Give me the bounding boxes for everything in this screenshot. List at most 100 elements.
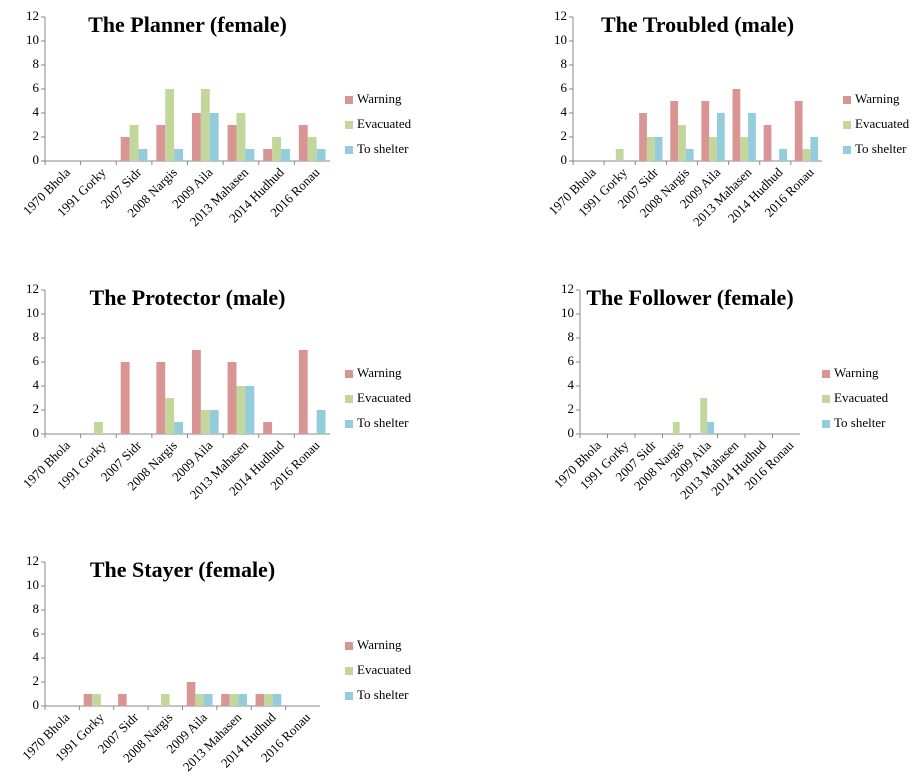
bar — [615, 149, 624, 161]
chart-title: The Follower (female) — [586, 285, 793, 310]
legend-swatch — [843, 121, 851, 129]
y-tick-label: 0 — [568, 425, 575, 440]
legend-label: Evacuated — [834, 390, 889, 405]
bar — [174, 149, 184, 161]
bar — [129, 125, 139, 161]
y-tick-label: 8 — [561, 56, 568, 71]
y-tick-label: 2 — [561, 128, 568, 143]
legend-swatch — [843, 96, 851, 104]
bar — [639, 113, 647, 161]
legend-swatch — [345, 395, 353, 403]
legend-label: To shelter — [855, 141, 907, 156]
legend-swatch — [345, 121, 353, 129]
y-tick-label: 0 — [33, 425, 40, 440]
bar — [161, 694, 170, 706]
y-tick-label: 10 — [26, 305, 39, 320]
legend-label: Warning — [357, 91, 402, 106]
legend-label: To shelter — [357, 141, 409, 156]
bar — [732, 89, 741, 161]
bar — [709, 137, 717, 161]
bar — [200, 89, 210, 161]
bar — [227, 362, 237, 434]
bar — [701, 101, 710, 161]
bar — [700, 398, 708, 434]
bar — [227, 125, 237, 161]
bar — [316, 149, 326, 161]
bar — [255, 694, 265, 706]
bar — [794, 101, 803, 161]
legend-swatch — [345, 692, 353, 700]
y-tick-label: 10 — [561, 305, 574, 320]
legend-swatch — [843, 146, 851, 154]
bar — [92, 694, 101, 706]
bar — [236, 386, 246, 434]
bar — [245, 386, 255, 434]
y-tick-label: 0 — [33, 152, 40, 167]
bar — [670, 101, 679, 161]
chart-title: The Stayer (female) — [90, 557, 275, 582]
bar — [120, 137, 130, 161]
legend-label: To shelter — [357, 415, 409, 430]
bar — [763, 125, 772, 161]
bar — [245, 149, 255, 161]
bar — [263, 422, 273, 434]
bar — [191, 113, 201, 161]
chart-title: The Planner (female) — [88, 12, 287, 37]
bar — [748, 113, 756, 161]
bar — [209, 113, 219, 161]
bar — [685, 149, 694, 161]
legend-swatch — [345, 420, 353, 428]
bar — [307, 137, 317, 161]
bar — [209, 410, 219, 434]
legend-swatch — [822, 420, 830, 428]
bar — [263, 149, 273, 161]
y-tick-label: 12 — [561, 281, 574, 296]
y-tick-label: 4 — [33, 377, 40, 392]
y-tick-label: 12 — [26, 281, 39, 296]
bar — [678, 125, 686, 161]
chart-title: The Protector (male) — [90, 285, 286, 310]
bar — [221, 694, 230, 706]
legend-swatch — [345, 370, 353, 378]
y-tick-label: 10 — [26, 32, 39, 47]
legend-label: Evacuated — [855, 116, 910, 131]
y-tick-label: 8 — [568, 329, 575, 344]
y-tick-label: 0 — [561, 152, 568, 167]
legend-label: Warning — [357, 365, 402, 380]
bar — [156, 362, 166, 434]
legend-swatch — [345, 642, 353, 650]
y-tick-label: 6 — [33, 353, 40, 368]
chart-title: The Troubled (male) — [601, 12, 794, 37]
legend-swatch — [822, 395, 830, 403]
bar — [93, 422, 103, 434]
bar — [264, 694, 273, 706]
bar — [120, 362, 130, 434]
bar — [236, 113, 246, 161]
y-tick-label: 2 — [33, 673, 40, 688]
y-tick-label: 12 — [26, 8, 39, 23]
y-tick-label: 8 — [33, 601, 40, 616]
y-tick-label: 2 — [568, 401, 575, 416]
y-tick-label: 4 — [561, 104, 568, 119]
legend-label: To shelter — [834, 415, 886, 430]
bar — [165, 398, 175, 434]
bar — [165, 89, 175, 161]
legend-label: Evacuated — [357, 116, 412, 131]
legend-label: Warning — [357, 637, 402, 652]
bar — [186, 682, 196, 706]
bar — [272, 137, 282, 161]
bar — [298, 125, 308, 161]
bar — [195, 694, 204, 706]
y-tick-label: 6 — [33, 625, 40, 640]
bar — [229, 694, 239, 706]
y-tick-label: 2 — [33, 401, 40, 416]
y-tick-label: 6 — [561, 80, 568, 95]
y-tick-label: 10 — [554, 32, 567, 47]
y-tick-label: 8 — [33, 329, 40, 344]
bar — [203, 694, 213, 706]
bar — [316, 410, 326, 434]
